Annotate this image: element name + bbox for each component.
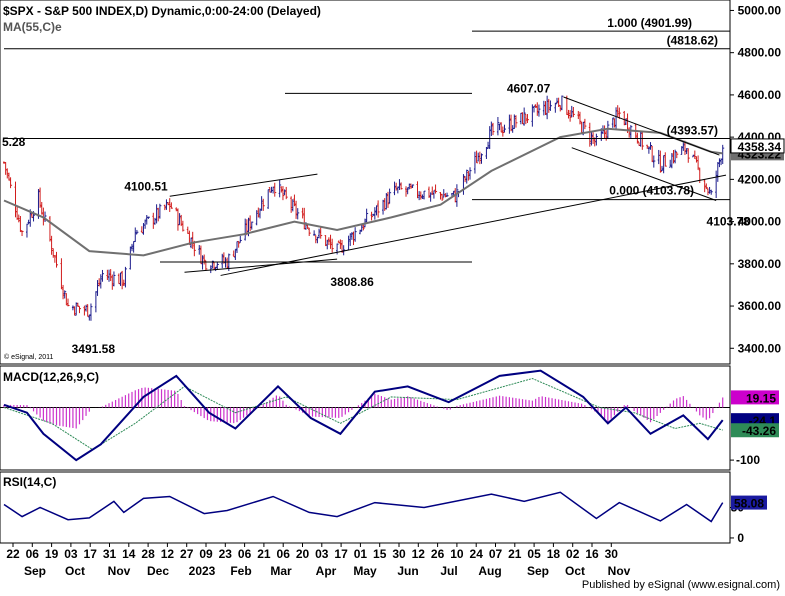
x-month-label: 2023 <box>189 564 216 578</box>
x-month-label: Nov <box>108 564 131 578</box>
label-4607: 4607.07 <box>507 81 551 95</box>
x-month-label: Apr <box>316 564 337 578</box>
long-trend-line <box>220 174 727 276</box>
x-month-label: Mar <box>270 564 292 578</box>
x-day-label: 14 <box>122 547 136 561</box>
label-4103: 4103.78 <box>707 215 751 229</box>
left-edge-label: 5.28 <box>2 135 26 149</box>
x-day-label: 09 <box>199 547 213 561</box>
last-price-frame <box>730 138 785 154</box>
x-day-label: 07 <box>489 547 503 561</box>
rsi-value-label: 58.08 <box>734 497 764 511</box>
x-day-label: 27 <box>180 547 194 561</box>
price-axis-label: 4200.00 <box>738 172 782 186</box>
price-axis-label: 4000.00 <box>738 215 782 229</box>
x-day-label: 19 <box>45 547 59 561</box>
x-day-label: 03 <box>315 547 329 561</box>
ma55-line <box>3 127 723 257</box>
price-axis-label: 3600.00 <box>738 299 782 313</box>
x-day-label: 06 <box>238 547 252 561</box>
down-channel-top <box>563 96 720 156</box>
x-day-label: 26 <box>431 547 445 561</box>
copyright-label: © eSignal, 2011 <box>4 353 54 361</box>
x-day-label: 28 <box>141 547 155 561</box>
rsi-axis-label: 0 <box>737 531 744 545</box>
fib-label-4393: (4393.57) <box>667 123 718 137</box>
macd-value-label: -43.26 <box>742 424 776 438</box>
price-panel-frame <box>0 0 731 365</box>
x-day-label: 12 <box>412 547 426 561</box>
x-day-label: 21 <box>508 547 522 561</box>
price-axis-label: 5000.00 <box>738 3 782 17</box>
x-day-label: 17 <box>334 547 348 561</box>
ma-indicator-label: MA(55,C)e <box>3 20 62 34</box>
x-day-label: 12 <box>161 547 175 561</box>
macd-axis-label: -100 <box>736 453 760 467</box>
x-day-label: 16 <box>585 547 599 561</box>
x-day-label: 30 <box>605 547 619 561</box>
x-month-label: Nov <box>608 564 631 578</box>
chart-title: $SPX - S&P 500 INDEX,D) Dynamic,0:00-24:… <box>3 4 321 18</box>
x-day-label: 05 <box>527 547 541 561</box>
fib-label-4818: (4818.62) <box>667 34 718 48</box>
x-month-label: Oct <box>565 564 585 578</box>
x-day-label: 23 <box>219 547 233 561</box>
label-4100: 4100.51 <box>124 179 168 193</box>
x-day-label: 17 <box>84 547 98 561</box>
x-month-label: Jun <box>397 564 418 578</box>
macd-value-box <box>731 390 779 405</box>
channel-top-line <box>169 173 318 197</box>
x-day-label: 01 <box>354 547 368 561</box>
x-day-label: 21 <box>257 547 271 561</box>
x-day-label: 06 <box>277 547 291 561</box>
macd-panel-frame <box>0 365 731 471</box>
price-axis-label: 3800.00 <box>738 257 782 271</box>
macd-value-label: 19.15 <box>746 391 776 405</box>
macd-title: MACD(12,26,9,C) <box>3 370 99 384</box>
x-month-label: Sep <box>527 564 549 578</box>
axis-layer: 5000.004800.004600.004400.004200.004000.… <box>6 3 785 578</box>
price-axis-label: 4800.00 <box>738 46 782 60</box>
down-channel-bottom <box>571 147 717 201</box>
rsi-layer <box>3 491 724 523</box>
x-day-label: 31 <box>103 547 117 561</box>
price-layer: 1.000 (4901.99)(4818.62)(4393.57)0.000 (… <box>3 16 750 356</box>
label-3808: 3808.86 <box>330 275 374 289</box>
footer-label: Published by eSignal (www.esignal.com) <box>582 579 780 591</box>
macd-line <box>3 369 724 462</box>
rsi-title: RSI(14,C) <box>3 475 56 489</box>
x-month-label: Oct <box>65 564 85 578</box>
x-day-label: 03 <box>64 547 78 561</box>
last-price-box <box>731 138 784 153</box>
channel-bottom-line <box>184 258 338 273</box>
rsi-value-box <box>731 495 767 510</box>
x-day-label: 20 <box>296 547 310 561</box>
x-day-label: 06 <box>26 547 40 561</box>
x-day-label: 10 <box>450 547 464 561</box>
last-price-text: 4358.34 <box>738 140 782 154</box>
x-month-label: Sep <box>24 564 46 578</box>
macd-layer <box>0 369 730 462</box>
x-day-label: 18 <box>547 547 561 561</box>
x-month-label: Feb <box>230 564 251 578</box>
rsi-panel-frame <box>0 471 731 544</box>
x-month-label: Dec <box>147 564 169 578</box>
x-day-label: 30 <box>392 547 406 561</box>
fib-label-4901: 1.000 (4901.99) <box>607 16 692 30</box>
x-day-label: 15 <box>373 547 387 561</box>
x-month-label: May <box>353 564 377 578</box>
macd-signal-line <box>3 377 723 451</box>
price-axis-label: 3400.00 <box>738 341 782 355</box>
x-month-label: Aug <box>478 564 501 578</box>
x-day-label: 22 <box>6 547 20 561</box>
label-3491: 3491.58 <box>72 342 116 356</box>
rsi-line <box>3 491 724 523</box>
x-month-label: Jul <box>440 564 457 578</box>
x-day-label: 02 <box>566 547 580 561</box>
macd-value-box <box>731 423 779 438</box>
x-day-label: 24 <box>470 547 484 561</box>
price-axis-label: 4600.00 <box>738 88 782 102</box>
